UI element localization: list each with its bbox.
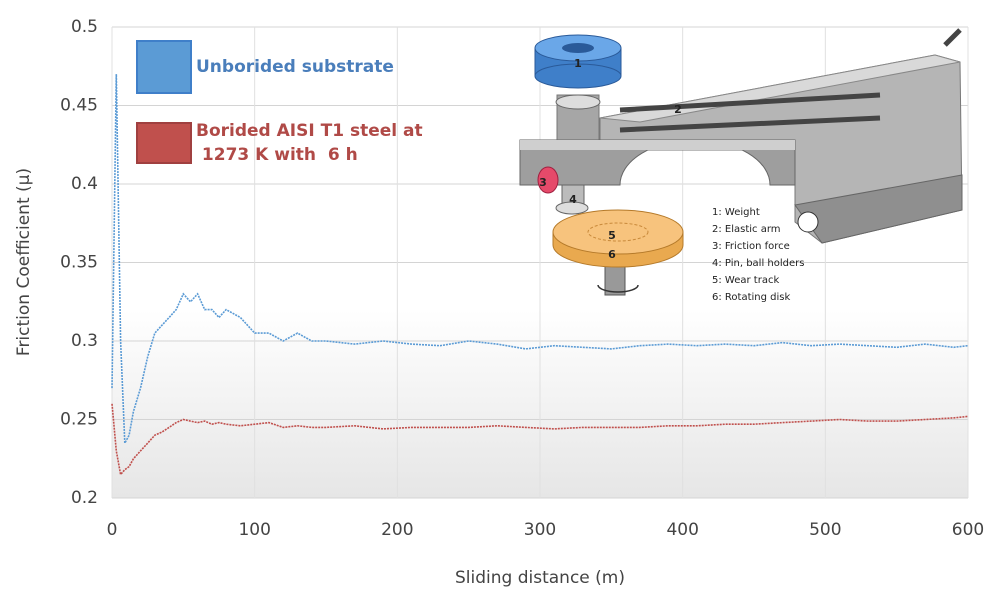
x-tick-label: 200: [381, 520, 413, 540]
diagram-key: 2: Elastic arm: [712, 224, 781, 235]
x-tick-label: 600: [952, 520, 984, 540]
legend-swatch: [136, 122, 192, 164]
part-number: 2: [674, 103, 682, 116]
part-number: 1: [574, 57, 582, 70]
diagram-key: 5: Wear track: [712, 275, 779, 286]
data-line: [111, 403, 969, 477]
x-tick-label: 500: [809, 520, 841, 540]
y-tick-label: 0.4: [71, 174, 98, 194]
part-number: 4: [569, 193, 577, 206]
legend-swatch: [136, 40, 192, 94]
x-axis-label: Sliding distance (m): [455, 568, 625, 588]
tribometer-diagram: 1 2 3 4 5 6 1: Weight 2: Elastic arm 3: Friction…: [519, 28, 963, 303]
y-tick-label: 0.35: [60, 253, 98, 273]
diagram-key: 6: Rotating disk: [712, 292, 790, 303]
diagram-key: 3: Friction force: [712, 241, 790, 252]
diagram-key: 4: Pin, ball holders: [712, 258, 804, 269]
part-number: 6: [608, 248, 616, 261]
y-tick-label: 0.25: [60, 410, 98, 430]
part-number: 3: [539, 176, 547, 189]
x-tick-label: 0: [107, 520, 118, 540]
y-tick-label: 0.45: [60, 96, 98, 116]
y-tick-label: 0.5: [71, 17, 98, 37]
x-tick-label: 300: [524, 520, 556, 540]
y-tick-label: 0.3: [71, 331, 98, 351]
x-tick-label: 400: [666, 520, 698, 540]
y-axis-label: Friction Coefficient (µ): [14, 168, 34, 356]
legend-label: Unborided substrate: [196, 57, 394, 77]
diagram-key: 1: Weight: [712, 207, 760, 218]
legend-label: Borided AISI T1 steel at 1273 K with 6 h: [196, 121, 423, 165]
y-tick-label: 0.2: [71, 488, 98, 508]
data-line: [111, 74, 969, 447]
part-number: 5: [608, 229, 616, 242]
x-tick-label: 100: [238, 520, 270, 540]
